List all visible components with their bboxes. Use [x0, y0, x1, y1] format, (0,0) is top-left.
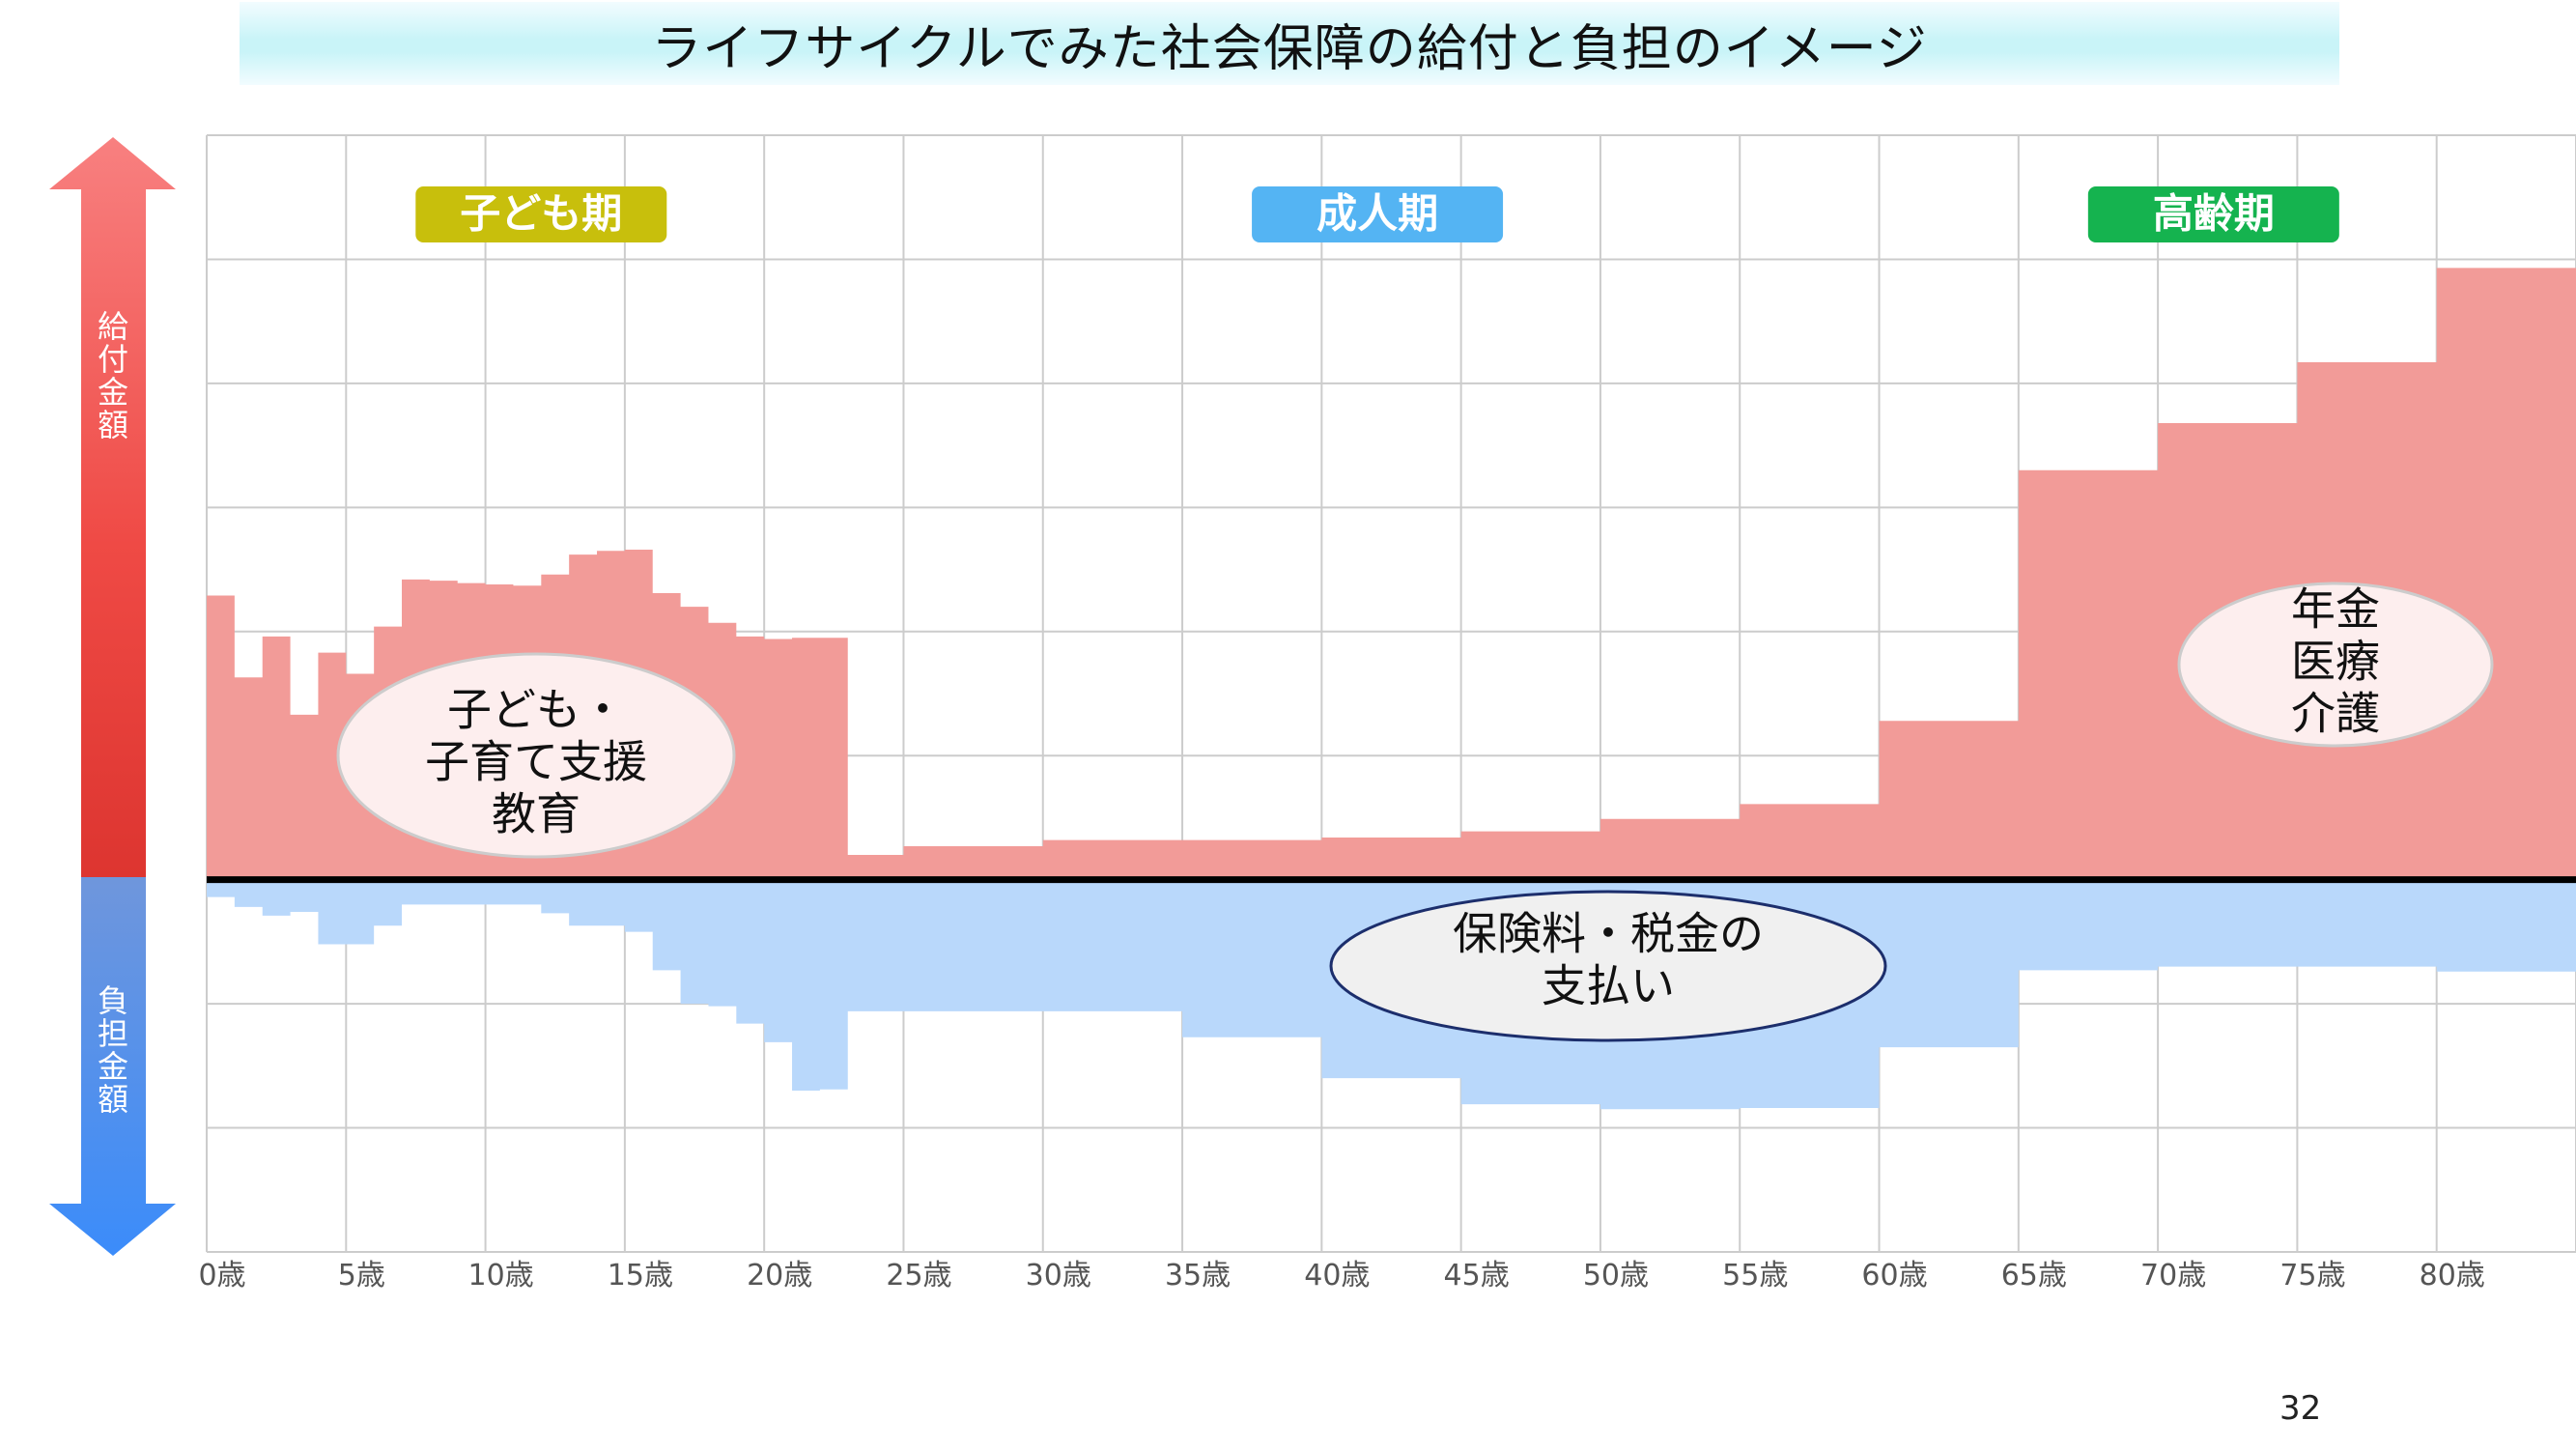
x-tick-label: 40歳 [1304, 1259, 1370, 1293]
period-label: 成人期 [1316, 190, 1438, 238]
period-badge [1252, 186, 1504, 242]
x-tick-label: 20歳 [747, 1259, 812, 1293]
axis-label-char: 付 [98, 341, 128, 378]
title-band: ライフサイクルでみた社会保障の給付と負担のイメージ [240, 2, 2339, 85]
axis-label-char: 担 [98, 1015, 128, 1052]
x-tick-label: 65歳 [2001, 1259, 2067, 1293]
elderly-bubble: 年金 医療 介護 [2177, 582, 2494, 748]
axis-label-char: 額 [98, 407, 128, 443]
x-tick-label: 15歳 [608, 1259, 673, 1293]
axis-label-char: 金 [98, 1048, 128, 1085]
children-bubble-line: 子ども・ [447, 684, 625, 736]
x-tick-label: 25歳 [886, 1259, 951, 1293]
axis-label-char: 負 [98, 982, 128, 1019]
axis-label-char: 額 [98, 1081, 128, 1118]
children-bubble: 子ども・ 子育て支援 教育 [336, 652, 736, 859]
children-bubble-line: 子育て支援 [425, 736, 647, 788]
benefit-arrow [49, 137, 176, 877]
benefit-area [207, 268, 2576, 880]
elderly-bubble-line: 年金 [2291, 583, 2380, 636]
period-badge [415, 186, 667, 242]
x-tick-label: 45歳 [1444, 1259, 1510, 1293]
page-title: ライフサイクルでみた社会保障の給付と負担のイメージ [651, 19, 1928, 78]
x-tick-labels: 0歳 5歳 10歳 15歳 20歳 25歳 30歳 35歳 40歳 45歳 50歳 55歳 60歳 65歳… [198, 1259, 2484, 1293]
x-tick-label: 10歳 [467, 1259, 533, 1293]
burden-bubble-line: 保険料・税金の [1453, 908, 1764, 960]
x-tick-label: 35歳 [1165, 1259, 1231, 1293]
x-tick-label: 0歳 [198, 1259, 245, 1293]
x-tick-label: 75歳 [2279, 1259, 2345, 1293]
x-tick-label: 60歳 [1861, 1259, 1927, 1293]
x-tick-label: 80歳 [2420, 1259, 2485, 1293]
elderly-bubble-line: 介護 [2291, 688, 2380, 740]
x-tick-label: 5歳 [338, 1259, 385, 1293]
burden-bubble-line: 支払い [1542, 960, 1675, 1012]
x-tick-label: 50歳 [1583, 1259, 1649, 1293]
period-label: 子ども期 [460, 190, 622, 238]
axis-label-char: 金 [98, 374, 128, 411]
period-labels: 子ども期 成人期 高齢期 [415, 186, 2339, 242]
burden-bubble: 保険料・税金の 支払い [1329, 890, 1887, 1042]
x-tick-label: 70歳 [2140, 1259, 2206, 1293]
x-tick-label: 30歳 [1026, 1259, 1091, 1293]
children-bubble-line: 教育 [492, 788, 580, 840]
burden-arrow [49, 877, 176, 1256]
page-number: 32 [2279, 1389, 2322, 1428]
period-badge [2087, 186, 2339, 242]
elderly-bubble-line: 医療 [2291, 636, 2380, 688]
x-tick-label: 55歳 [1722, 1259, 1788, 1293]
axis-label-char: 給 [98, 308, 128, 345]
period-label: 高齢期 [2153, 190, 2275, 238]
